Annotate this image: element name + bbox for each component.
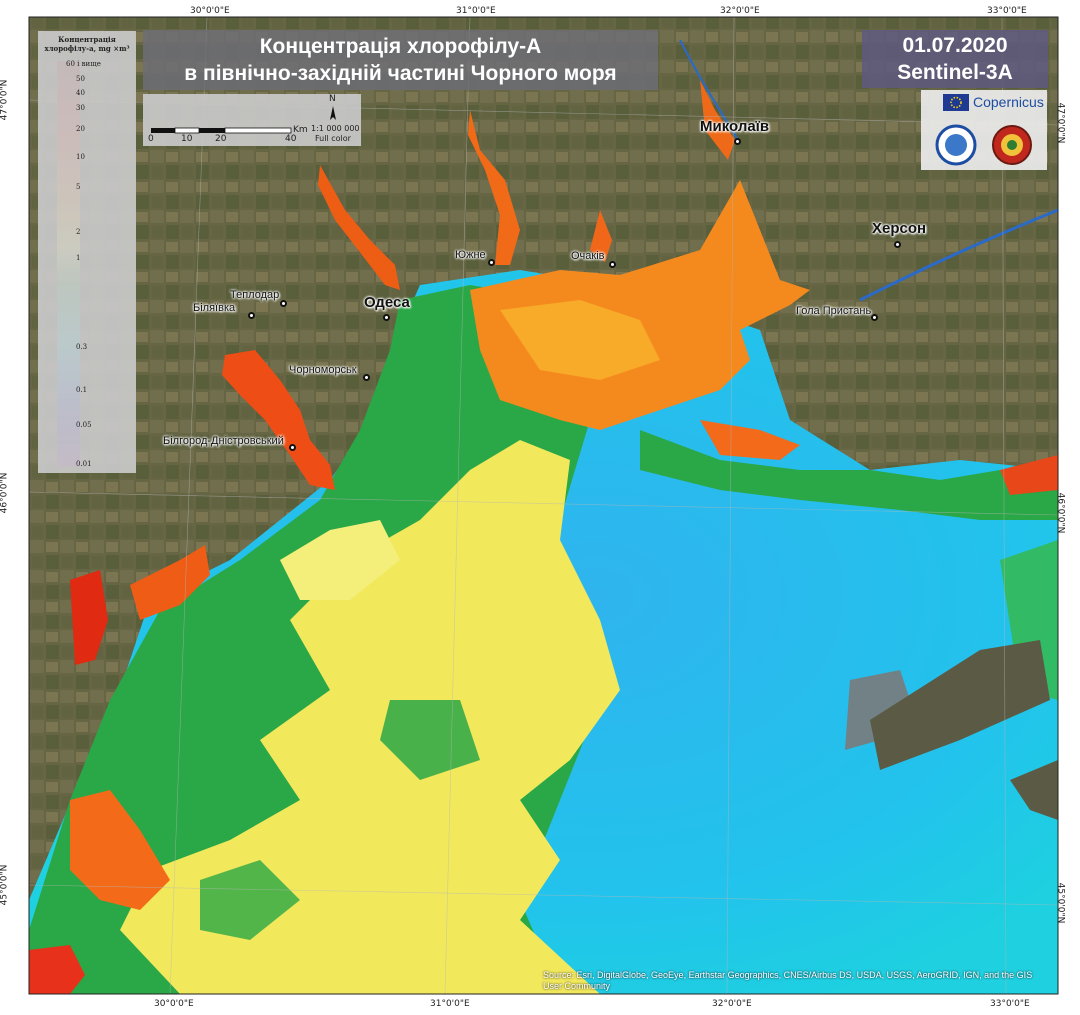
city-marker [363,374,370,381]
graticule-right-label: 46°0'0"N [1055,492,1066,534]
graticule-bottom-label: 32°0'0"E [712,999,752,1009]
city-biliaivka: Біляївка [193,302,236,314]
city-marker [894,241,901,248]
legend-tick: 0.3 [76,343,88,351]
legend-tick: 50 [76,75,85,83]
city-hola-prystan: Гола Пристань [796,305,872,317]
graticule-top-label: 31°0'0"E [456,6,496,16]
map-title: Концентрація хлорофілу-А в північно-захі… [143,30,658,90]
graticule-bottom-label: 31°0'0"E [430,999,470,1009]
city-teplodar: Теплодар [230,289,280,301]
legend-tick: 40 [76,89,85,97]
logos [935,94,1032,166]
scale-label: 10 [181,134,193,144]
scale-bar [151,106,336,134]
city-marker [383,314,390,321]
city-kherson: Херсон [872,220,927,237]
city-chornomorsk: Чорноморськ [289,364,357,376]
graticule-bottom-label: 30°0'0"E [154,999,194,1009]
city-bilhorod: Білгород-Дністровський [163,435,284,447]
scale-mode: Full color [315,134,351,143]
scale-label: 0 [148,134,154,144]
graticule-left-label: 47°0'0"N [0,79,10,121]
attribution: Source: Esri, DigitalGlobe, GeoEye, Eart… [543,970,1033,991]
legend-panel: Концентрація хлорофілу-a, mg ×m³ [38,31,136,473]
legend-tick: 30 [76,104,85,112]
city-marker [488,259,495,266]
city-marker [289,444,296,451]
city-marker [734,138,741,145]
graticule-right-label: 47°0'0"N [1055,102,1066,144]
scale-label: 20 [215,134,227,144]
legend-tick: 60 і вище [66,60,101,68]
dniester-estuary [222,350,335,490]
logo-panel: Copernicus [921,90,1047,170]
scale-unit: Km [293,125,308,135]
scale-panel: N 0 10 20 40 Km 1:1 000 000 Full color [143,94,361,146]
legend-tick: 1 [76,254,81,262]
legend-tick: 0.1 [76,386,88,394]
satellite-label: Sentinel-3A [897,61,1013,84]
legend-title: Концентрація хлорофілу-a, mg ×m³ [44,35,130,53]
date-panel: 01.07.2020 Sentinel-3A [862,30,1048,88]
graticule-top-label: 33°0'0"E [987,6,1027,16]
graticule-left-label: 46°0'0"N [0,472,10,514]
danube-plume [70,790,170,910]
city-marker [248,312,255,319]
legend-tick: 5 [76,183,81,191]
copernicus-logo: Copernicus [973,94,1044,110]
city-marker [871,314,878,321]
scale-label: 40 [285,134,297,144]
graticule-left-label: 45°0'0"N [0,864,10,906]
scale-ratio: 1:1 000 000 [311,124,360,133]
legend-tick: 0.05 [76,421,92,429]
north-label: N [329,94,336,104]
legend-tick: 2 [76,228,81,236]
legend-tick: 0.01 [76,460,92,468]
legend-tick: 10 [76,153,85,161]
city-odesa: Одеса [364,294,410,311]
city-ochakiv: Очаків [571,250,605,262]
date-label: 01.07.2020 [902,34,1008,57]
eu-flag-icon [943,94,969,111]
city-marker [609,261,616,268]
city-mykolaiv: Миколаїв [700,118,770,135]
title-line-2: в північно-західній частині Чорного моря [184,62,617,85]
north-arrow-icon [330,106,336,120]
legend-tick: 20 [76,125,85,133]
graticule-top-label: 32°0'0"E [720,6,760,16]
city-yuzhne: Южне [455,249,486,261]
city-marker [280,300,287,307]
yellow-plume [120,440,620,994]
graticule-top-label: 30°0'0"E [190,6,230,16]
graticule-bottom-label: 33°0'0"E [990,999,1030,1009]
graticule-right-label: 45°0'0"N [1055,882,1066,924]
title-line-1: Концентрація хлорофілу-А [259,35,542,58]
